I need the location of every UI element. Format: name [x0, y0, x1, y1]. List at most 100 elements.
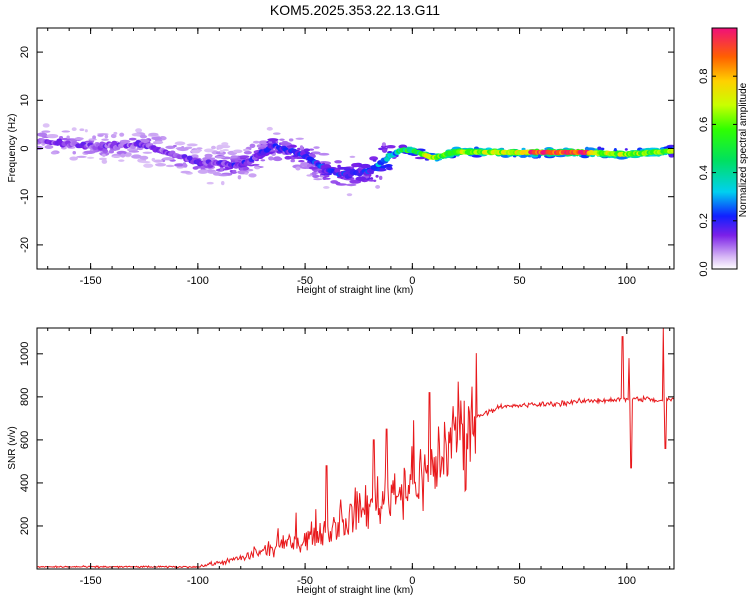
- spectrogram-cell: [318, 152, 330, 156]
- spectrogram-ridge-cell: [111, 140, 118, 146]
- spectrogram-cell: [128, 137, 137, 141]
- spectrogram-cell: [148, 132, 159, 137]
- spectrogram-cell: [111, 155, 122, 158]
- spectrogram-cell: [46, 133, 59, 139]
- spectrogram-cell: [247, 164, 255, 167]
- spectrogram-cell: [162, 157, 175, 161]
- spectrogram-cell: [61, 130, 71, 133]
- spectrogram-cell: [306, 174, 313, 177]
- snr-y-tick-label: 600: [19, 431, 31, 449]
- spectrogram-cell: [86, 156, 95, 159]
- colorbar-tick-label: 0.4: [698, 165, 710, 180]
- spectrogram-cell: [384, 164, 393, 168]
- spectrogram-cell: [272, 157, 283, 162]
- spectrogram-marks: [37, 123, 674, 197]
- spectrogram-cell: [624, 148, 628, 151]
- spectrogram-cell: [369, 156, 379, 161]
- colorbar-tick-label: 0.6: [698, 117, 710, 132]
- spectrogram-cell: [322, 177, 331, 180]
- spectrogram-cell: [295, 137, 305, 140]
- snr-x-tick-label: -50: [297, 575, 313, 587]
- spectrogram-cell: [308, 166, 319, 170]
- spectrogram-cell: [229, 158, 242, 161]
- spectrogram-cell: [244, 172, 249, 175]
- spectrogram-cell: [381, 148, 388, 153]
- spectrogram-cell: [538, 154, 542, 159]
- spectrogram-cell: [323, 186, 330, 189]
- spectrogram-cell: [313, 178, 323, 181]
- spectrogram-cell: [266, 126, 273, 131]
- spectrogram-cell: [232, 149, 243, 154]
- colorbar-tick-label: 0.2: [698, 213, 710, 228]
- spectrogram-cell: [203, 148, 214, 153]
- spectrogram-cell: [204, 153, 213, 158]
- spectrogram-cell: [279, 138, 285, 141]
- spectrogram-cell: [128, 150, 140, 153]
- spectrogram-cell: [284, 155, 292, 160]
- spectrogram-cell: [268, 141, 273, 144]
- spectrogram-cell: [120, 153, 126, 158]
- spectrogram-cell: [298, 160, 305, 163]
- spectrogram-x-tick-label: -100: [187, 275, 209, 287]
- spectrogram-cell: [345, 183, 357, 187]
- spectrogram-cell: [196, 147, 203, 150]
- spectrogram-cell: [151, 136, 163, 141]
- spectrogram-cell: [140, 161, 151, 164]
- spectrogram-cell: [180, 170, 191, 174]
- snr-x-tick-label: -100: [187, 575, 209, 587]
- spectrogram-cell: [190, 149, 201, 154]
- spectrogram-cell: [346, 193, 353, 197]
- spectrogram-cell: [37, 145, 44, 151]
- spectrogram-cell: [249, 143, 256, 148]
- spectrogram-cell: [71, 127, 77, 132]
- spectrogram-cell: [153, 142, 157, 145]
- spectrogram-cell: [334, 160, 342, 164]
- spectrogram-cell: [597, 146, 602, 151]
- spectrogram-x-tick-label: 100: [618, 275, 636, 287]
- spectrogram-cell: [186, 143, 198, 147]
- spectrogram-cell: [362, 164, 367, 169]
- spectrogram-cell: [378, 175, 383, 181]
- spectrogram-cell: [219, 149, 224, 153]
- spectrogram-cell: [349, 155, 356, 158]
- spectrogram-cell: [299, 145, 304, 150]
- spectrogram-cell: [613, 148, 617, 152]
- spectrogram-y-tick-label: 20: [19, 46, 31, 58]
- spectrogram-cell: [211, 145, 216, 150]
- colorbar-tick-label: 0.0: [698, 261, 710, 276]
- spectrogram-cell: [59, 136, 64, 140]
- spectrogram-cell: [268, 156, 274, 161]
- colorbar-gradient: [711, 27, 738, 270]
- spectrogram-cell: [303, 148, 311, 152]
- spectrogram-cell: [355, 176, 367, 181]
- spectrogram-ridge-cell: [334, 168, 341, 173]
- spectrogram-cell: [351, 162, 360, 168]
- spectrogram-cell: [190, 154, 199, 159]
- spectrogram-x-tick-label: 50: [513, 275, 525, 287]
- spectrogram-cell: [260, 159, 266, 162]
- spectrogram-cell: [50, 151, 58, 155]
- spectrogram-cell: [84, 129, 88, 133]
- spectrogram-cell: [151, 157, 156, 162]
- spectrogram-cell: [237, 175, 242, 180]
- spectrogram-cell: [192, 166, 199, 170]
- snr-ticks: -150 -100 -50 0 50 100 200 400 600 800 1000: [19, 328, 674, 587]
- spectrogram-cell: [113, 131, 118, 135]
- spectrogram-cell: [176, 147, 189, 152]
- spectrogram-cell: [381, 142, 386, 147]
- spectrogram-cell: [280, 142, 292, 146]
- spectrogram-cell: [182, 163, 188, 168]
- spectrogram-cell: [380, 145, 388, 148]
- spectrogram-cell: [216, 144, 225, 149]
- spectrogram-cell: [139, 134, 148, 139]
- spectrogram-cell: [131, 132, 141, 137]
- spectrogram-cell: [197, 169, 209, 174]
- figure-title: KOM5.2025.353.22.13.G11: [270, 2, 440, 18]
- spectrogram-cell: [313, 146, 320, 149]
- spectrogram-cell: [222, 149, 229, 152]
- spectrogram-cell: [74, 137, 84, 141]
- spectrogram-y-tick-label: 10: [19, 94, 31, 106]
- spectrogram-x-axis-label: Height of straight line (km): [297, 285, 414, 296]
- spectrogram-y-tick-label: 0: [19, 145, 31, 151]
